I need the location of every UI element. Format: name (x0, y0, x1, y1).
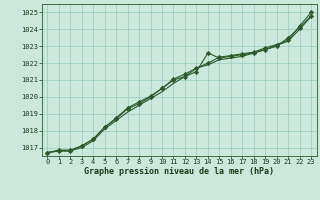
X-axis label: Graphe pression niveau de la mer (hPa): Graphe pression niveau de la mer (hPa) (84, 167, 274, 176)
